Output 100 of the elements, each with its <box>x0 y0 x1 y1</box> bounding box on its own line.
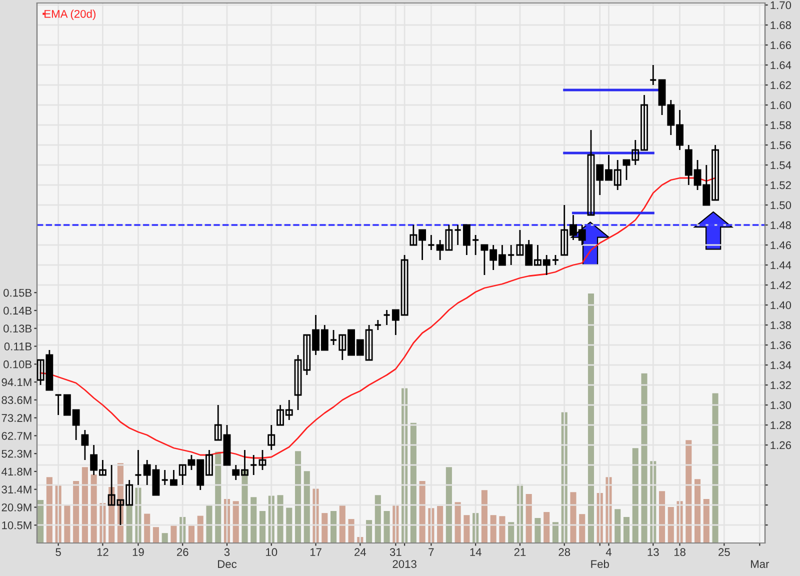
bar <box>206 505 212 543</box>
bar <box>162 533 168 543</box>
y-tick-label: 1.52 <box>770 181 791 190</box>
x-tick-label: 31 <box>390 548 402 556</box>
y-tick-label: 1.32 <box>770 381 791 390</box>
bar <box>419 481 426 543</box>
bar <box>259 510 266 543</box>
bar <box>499 516 506 543</box>
bar <box>188 526 194 543</box>
x-tick-label: Mar <box>751 560 770 568</box>
bar <box>508 522 514 543</box>
bar <box>170 526 177 543</box>
candlestick <box>160 469 169 486</box>
x-tick-label: 5 <box>56 548 61 556</box>
candlestick <box>268 424 276 451</box>
x-tick-label: 4 <box>606 548 612 556</box>
bar <box>712 393 718 543</box>
bar <box>384 510 390 543</box>
bar <box>454 502 461 543</box>
candlestick <box>170 469 178 486</box>
y-tick-label: 1.50 <box>770 201 792 210</box>
bar <box>464 515 470 543</box>
bar <box>544 512 550 543</box>
y2-tick-label: 0.10B <box>4 360 32 368</box>
candlestick <box>250 454 258 476</box>
x-tick-label: 17 <box>310 548 322 556</box>
candlestick <box>374 319 382 331</box>
bar <box>348 519 354 543</box>
bar <box>117 463 124 543</box>
bar <box>446 467 452 543</box>
candlestick <box>330 329 338 346</box>
bar <box>215 452 222 543</box>
bar <box>46 477 52 543</box>
y2-tick-label: 41.8M <box>2 468 32 476</box>
y-tick-label: 1.44 <box>770 261 792 270</box>
y2-tick-label: 0.11B <box>4 342 32 350</box>
x-tick-label: Feb <box>591 560 609 568</box>
y2-tick-label: 0.15B <box>4 288 32 297</box>
bar <box>197 516 204 543</box>
x-tick-label: 26 <box>176 548 188 556</box>
bar <box>126 504 132 543</box>
bar <box>38 500 44 543</box>
bar <box>374 495 381 543</box>
bar <box>632 448 638 543</box>
x-tick-label: 13 <box>648 548 659 556</box>
y2-tick-label: 62.7M <box>2 432 32 440</box>
y-tick-label: 1.58 <box>770 121 792 130</box>
legend-label: EMA (20d) <box>44 10 96 20</box>
candlestick <box>81 429 89 461</box>
candlestick <box>507 244 515 266</box>
bar <box>64 505 70 543</box>
y-tick-label: 1.62 <box>770 81 791 90</box>
y2-tick-label: 94.1M <box>2 378 32 386</box>
y-tick-label: 1.56 <box>770 141 791 150</box>
x-tick-label: 2013 <box>392 560 416 568</box>
bar <box>366 520 372 543</box>
x-tick-label: 21 <box>514 548 526 556</box>
y-tick-label: 1.46 <box>770 241 791 250</box>
y2-tick-label: 52.3M <box>2 450 32 458</box>
y-tick-label: 1.34 <box>770 361 792 370</box>
candlestick <box>382 309 391 326</box>
bar <box>668 507 674 543</box>
x-tick-label: 12 <box>97 548 108 556</box>
bar <box>686 440 692 543</box>
bar <box>552 522 558 543</box>
y-tick-label: 1.48 <box>770 221 792 230</box>
bar <box>481 490 488 543</box>
bar <box>570 492 576 543</box>
x-tick-label: 19 <box>132 548 144 556</box>
y-tick-label: 1.26 <box>770 441 791 450</box>
bar <box>579 514 586 543</box>
x-tick-label: 10 <box>266 548 278 556</box>
y-tick-label: 1.60 <box>770 101 792 110</box>
bar <box>82 467 88 543</box>
x-tick-label: 14 <box>470 548 482 556</box>
bar <box>703 499 710 543</box>
bar <box>588 293 594 543</box>
bar <box>304 471 310 543</box>
y-tick-label: 1.64 <box>770 61 792 70</box>
bar <box>90 474 97 543</box>
candlestick <box>462 224 470 256</box>
candlestick <box>649 64 657 86</box>
x-tick-label: 24 <box>354 548 366 556</box>
bar <box>534 518 541 543</box>
bar <box>694 479 701 543</box>
candlestick <box>258 449 266 471</box>
bar <box>526 494 532 543</box>
y-tick-label: 1.36 <box>770 341 791 350</box>
x-tick-label: 28 <box>558 548 570 556</box>
y2-tick-label: 20.9M <box>2 503 32 512</box>
bar <box>410 422 416 543</box>
bar <box>658 491 666 543</box>
y-tick-label: 1.30 <box>770 401 792 410</box>
candlestick <box>134 449 142 486</box>
bar <box>286 508 292 543</box>
bar <box>330 510 337 543</box>
bar <box>322 513 328 543</box>
y-tick-label: 1.40 <box>770 301 792 310</box>
y-tick-label: 1.28 <box>770 421 792 430</box>
bar <box>232 501 239 543</box>
